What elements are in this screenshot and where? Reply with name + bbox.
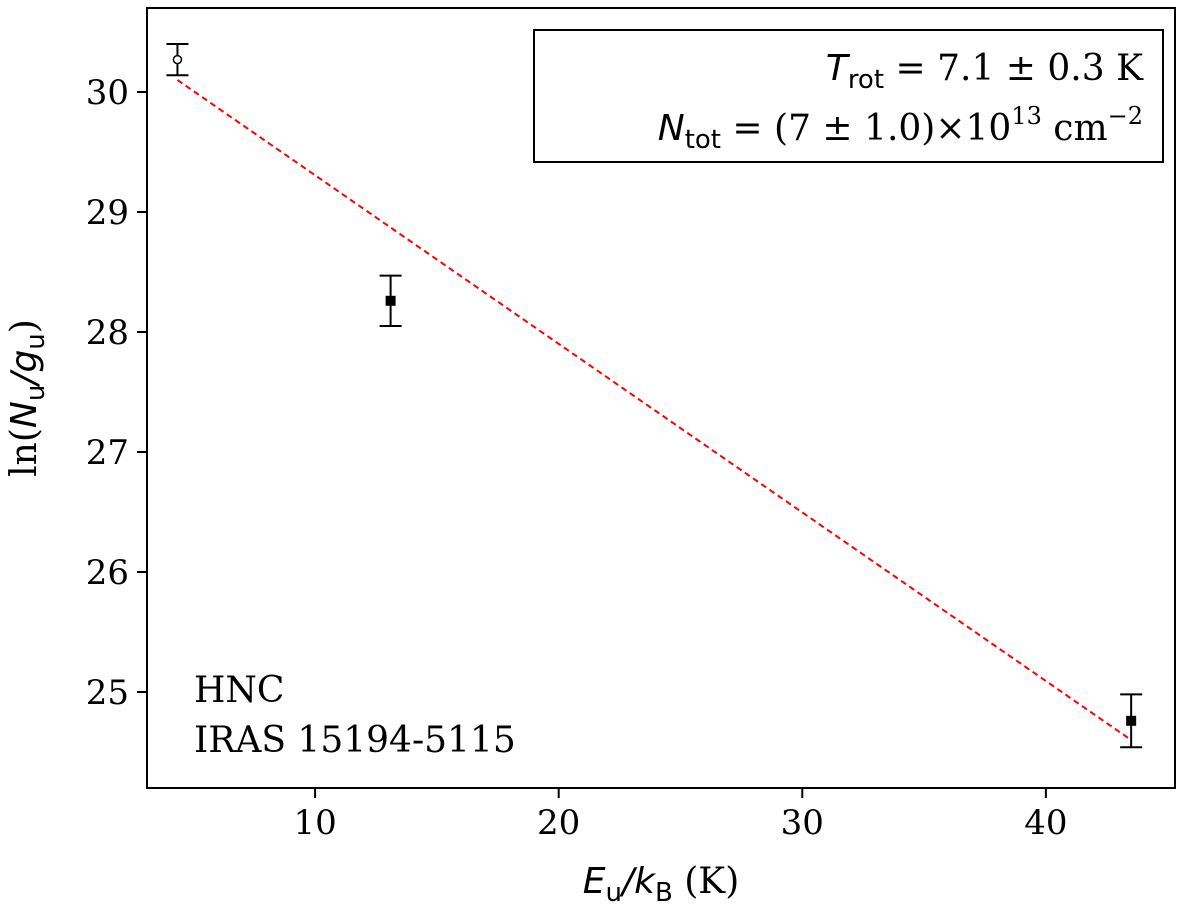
x-axis-label: Eu/kB (K) — [583, 861, 740, 908]
legend-line-ntot: Ntot = (7 ± 1.0)×1013 cm−2 — [658, 102, 1143, 155]
y-axis-label: ln(Nu/gu) — [4, 319, 51, 477]
x-tick-label: 20 — [537, 803, 580, 843]
y-tick-label: 27 — [86, 433, 129, 473]
y-tick-label: 28 — [86, 313, 129, 353]
data-point — [166, 43, 189, 77]
data-point — [1120, 693, 1143, 749]
point-marker-open — [172, 54, 183, 65]
y-tick-label: 26 — [86, 553, 129, 593]
data-points — [166, 43, 1143, 749]
annotation-molecule: HNC — [194, 670, 284, 711]
legend-box: Trot = 7.1 ± 0.3 K Ntot = (7 ± 1.0)×1013… — [533, 29, 1164, 163]
fit-line-group — [176, 79, 1132, 741]
x-axis-ticks: 10 20 30 40 — [293, 788, 1068, 843]
y-tick-label: 25 — [86, 673, 129, 713]
y-tick-label: 29 — [86, 193, 129, 233]
point-marker-filled — [1126, 715, 1137, 726]
legend-frame — [533, 29, 1164, 163]
legend-line-trot: Trot = 7.1 ± 0.3 K — [826, 48, 1144, 95]
data-point — [379, 274, 402, 327]
annotation-source: IRAS 15194-5115 — [194, 720, 516, 761]
x-tick-label: 40 — [1024, 803, 1067, 843]
y-tick-label: 30 — [86, 73, 129, 113]
fit-line — [176, 79, 1132, 741]
x-tick-label: 30 — [781, 803, 824, 843]
y-axis-ticks: 25 26 27 28 29 30 — [86, 73, 147, 713]
x-tick-label: 10 — [293, 803, 336, 843]
point-marker-filled — [385, 295, 396, 306]
